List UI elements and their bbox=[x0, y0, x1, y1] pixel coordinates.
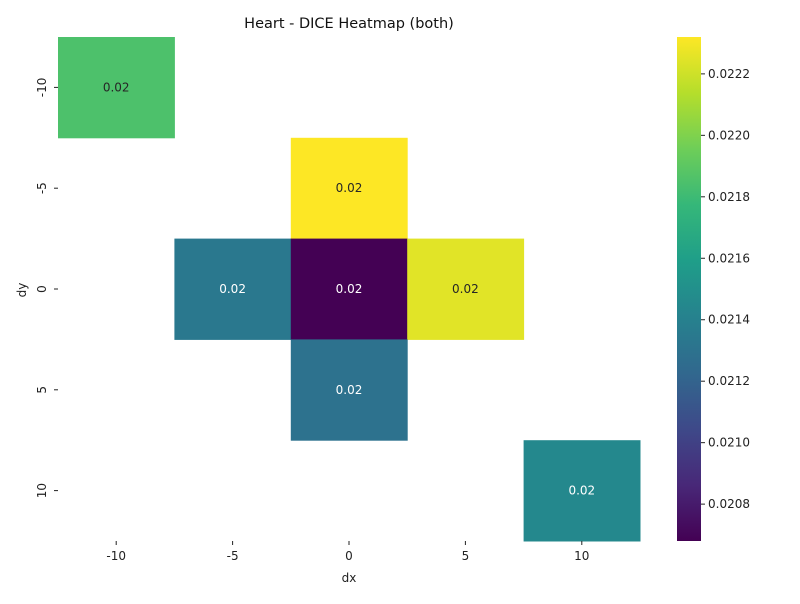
colorbar-tick-label: 0.0208 bbox=[708, 497, 750, 511]
x-tick-label: -5 bbox=[227, 549, 239, 563]
heatmap-cell bbox=[407, 238, 525, 340]
colorbar-gradient bbox=[677, 37, 701, 541]
y-axis-label: dy bbox=[15, 283, 29, 298]
x-tick-label: 0 bbox=[345, 549, 353, 563]
x-axis-label: dx bbox=[342, 571, 357, 585]
y-tick-label: 0 bbox=[35, 285, 49, 293]
heatmap-cell bbox=[290, 238, 408, 340]
heatmap-cells bbox=[58, 37, 641, 542]
heatmap-cell bbox=[290, 339, 408, 441]
heatmap-cell-labels: 0.02 0.02 0.02 0.02 0.02 0.02 0.02 bbox=[103, 80, 595, 497]
colorbar-tick-label: 0.0212 bbox=[708, 374, 750, 388]
x-tick-label: 5 bbox=[462, 549, 470, 563]
colorbar-tick-label: 0.0216 bbox=[708, 251, 750, 265]
heatmap-cell bbox=[290, 137, 408, 240]
cell-value-label: 0.02 bbox=[452, 282, 479, 296]
cell-value-label: 0.02 bbox=[103, 80, 130, 94]
colorbar-tick-label: 0.0218 bbox=[708, 190, 750, 204]
y-tick-label: 5 bbox=[35, 386, 49, 394]
chart-title: Heart - DICE Heatmap (both) bbox=[244, 16, 454, 32]
cell-value-label: 0.02 bbox=[336, 282, 363, 296]
cell-value-label: 0.02 bbox=[568, 484, 595, 498]
cell-value-label: 0.02 bbox=[336, 383, 363, 397]
colorbar-tick-label: 0.0210 bbox=[708, 436, 750, 450]
y-tick-label: -10 bbox=[35, 78, 49, 98]
heatmap-cell bbox=[523, 440, 641, 542]
cell-value-label: 0.02 bbox=[219, 282, 246, 296]
heatmap-cell bbox=[174, 238, 292, 340]
y-axis: -10 -5 0 5 10 bbox=[35, 78, 58, 498]
heatmap-cell bbox=[58, 37, 175, 139]
colorbar: 0.0208 0.0210 0.0212 0.0214 0.0216 0.0218 0.02… bbox=[677, 37, 750, 541]
y-tick-label: 10 bbox=[35, 483, 49, 498]
colorbar-tick-label: 0.0220 bbox=[708, 128, 750, 142]
cell-value-label: 0.02 bbox=[336, 181, 363, 195]
x-tick-label: 10 bbox=[574, 549, 589, 563]
colorbar-tick-label: 0.0214 bbox=[708, 313, 750, 327]
y-tick-label: -5 bbox=[35, 182, 49, 194]
x-axis: -10 -5 0 5 10 bbox=[106, 541, 589, 563]
x-tick-label: -10 bbox=[106, 549, 126, 563]
colorbar-tick-label: 0.0222 bbox=[708, 67, 750, 81]
